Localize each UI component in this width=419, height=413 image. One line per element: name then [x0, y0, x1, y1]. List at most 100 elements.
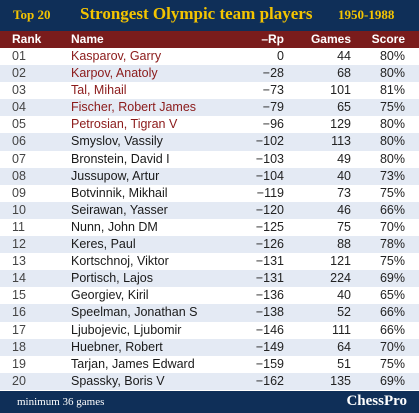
player-name-cell: Huebner, Robert [71, 339, 163, 354]
score-cell: 69% [379, 271, 405, 286]
games-cell: 129 [330, 117, 351, 132]
table-row: 19 Tarjan, James Edward −159 51 75% [0, 355, 419, 373]
table-row: 14 Portisch, Lajos −131 224 69% [0, 270, 419, 288]
table-row: 17 Ljubojevic, Ljubomir −146 111 66% [0, 321, 419, 339]
score-cell: 66% [379, 202, 405, 217]
table-row: 11 Nunn, John DM −125 75 70% [0, 218, 419, 237]
column-header-games: Games [310, 32, 351, 46]
rp-cell: −120 [255, 202, 284, 217]
player-name-cell: Tal, Mihail [71, 83, 127, 98]
games-cell: 224 [330, 271, 351, 286]
games-cell: 40 [337, 168, 351, 183]
brand-logo: ChessPro [346, 393, 407, 409]
table-row: 05 Petrosian, Tigran V −96 129 80% [0, 116, 419, 134]
rank-cell: 07 [12, 151, 26, 166]
rank-cell: 19 [12, 356, 26, 371]
rp-cell: −162 [255, 373, 284, 388]
score-cell: 75% [379, 100, 405, 115]
rank-cell: 08 [12, 168, 26, 183]
rank-cell: 14 [12, 271, 26, 286]
table-row: 12 Keres, Paul −126 88 78% [0, 236, 419, 254]
rp-cell: −131 [255, 254, 284, 269]
player-name-cell: Speelman, Jonathan S [71, 305, 198, 320]
table-row: 20 Spassky, Boris V −162 135 69% [0, 372, 419, 390]
rank-cell: 13 [12, 254, 26, 269]
player-name-cell: Kasparov, Garry [71, 49, 162, 63]
column-header-name: Name [71, 32, 104, 46]
table-row: 01 Kasparov, Garry 0 44 80% [0, 48, 419, 66]
score-cell: 81% [379, 83, 405, 98]
player-name-cell: Smyslov, Vassily [71, 134, 163, 149]
score-cell: 80% [379, 117, 405, 132]
table-row: 07 Bronstein, David I −103 49 80% [0, 150, 419, 168]
rp-cell: −119 [256, 185, 284, 200]
player-name-cell: Georgiev, Kiril [71, 288, 149, 303]
player-name-cell: Ljubojevic, Ljubomir [71, 322, 182, 337]
player-name-cell: Petrosian, Tigran V [71, 117, 178, 132]
games-cell: 44 [337, 49, 351, 63]
score-cell: 75% [379, 356, 405, 371]
score-cell: 70% [379, 339, 405, 354]
rp-cell: −73 [262, 83, 284, 98]
games-cell: 75 [337, 219, 351, 234]
rank-cell: 09 [12, 185, 26, 200]
table-row: 10 Seirawan, Yasser −120 46 66% [0, 201, 419, 219]
score-cell: 65% [379, 288, 405, 303]
rp-cell: −136 [255, 288, 284, 303]
games-cell: 68 [337, 66, 351, 81]
games-cell: 52 [337, 305, 351, 320]
games-cell: 46 [337, 202, 351, 217]
score-cell: 75% [379, 185, 405, 200]
rank-cell: 15 [12, 288, 26, 303]
rp-cell: −125 [255, 219, 284, 234]
rp-cell: −28 [262, 66, 284, 81]
score-cell: 66% [379, 322, 405, 337]
player-name-cell: Karpov, Anatoly [71, 66, 158, 81]
rp-cell: −102 [255, 134, 284, 149]
games-cell: 111 [331, 322, 351, 337]
rp-cell: −146 [255, 322, 284, 337]
table-row: 16 Speelman, Jonathan S −138 52 66% [0, 304, 419, 322]
rp-cell: −149 [255, 339, 284, 354]
player-name-cell: Seirawan, Yasser [71, 202, 168, 217]
score-cell: 80% [379, 134, 405, 149]
rp-cell: −96 [262, 117, 284, 132]
rank-cell: 12 [12, 237, 26, 252]
footer-bar: minimum 36 games ChessPro [0, 391, 419, 413]
player-name-cell: Keres, Paul [71, 237, 136, 252]
rank-cell: 17 [12, 322, 26, 337]
player-name-cell: Botvinnik, Mikhail [71, 185, 168, 200]
table-row: 15 Georgiev, Kiril −136 40 65% [0, 287, 419, 305]
player-name-cell: Portisch, Lajos [71, 271, 153, 286]
rp-cell: −104 [255, 168, 284, 183]
score-cell: 66% [379, 305, 405, 320]
games-cell: 135 [330, 373, 351, 388]
column-header-score: Score [371, 32, 405, 46]
player-name-cell: Tarjan, James Edward [71, 356, 195, 371]
games-cell: 49 [337, 151, 351, 166]
table-row: 08 Jussupow, Artur −104 40 73% [0, 167, 419, 185]
rank-cell: 11 [12, 219, 25, 234]
rank-cell: 20 [12, 373, 26, 388]
player-name-cell: Bronstein, David I [71, 151, 170, 166]
rank-cell: 10 [12, 202, 26, 217]
column-header-row: Rank Name –Rp Games Score [0, 31, 419, 48]
games-cell: 65 [337, 100, 351, 115]
rp-cell: −103 [255, 151, 284, 166]
score-cell: 73% [379, 168, 405, 183]
score-cell: 78% [379, 237, 405, 252]
score-cell: 80% [379, 151, 405, 166]
year-range: 1950-1988 [338, 7, 395, 22]
footer-note: minimum 36 games [17, 396, 105, 408]
page-title: Strongest Olympic team players [80, 4, 313, 23]
player-name-cell: Nunn, John DM [71, 219, 158, 234]
games-cell: 101 [330, 83, 351, 98]
rp-cell: −138 [255, 305, 284, 320]
table-body: 01 Kasparov, Garry 0 44 80% 02 Karpov, Anatoly… [0, 48, 419, 390]
games-cell: 113 [331, 134, 351, 149]
table-row: 18 Huebner, Robert −149 64 70% [0, 338, 419, 356]
rp-cell: 0 [277, 49, 284, 63]
player-name-cell: Spassky, Boris V [71, 373, 165, 388]
score-cell: 69% [379, 373, 405, 388]
table-row: 03 Tal, Mihail −73 101 81% [0, 82, 419, 100]
